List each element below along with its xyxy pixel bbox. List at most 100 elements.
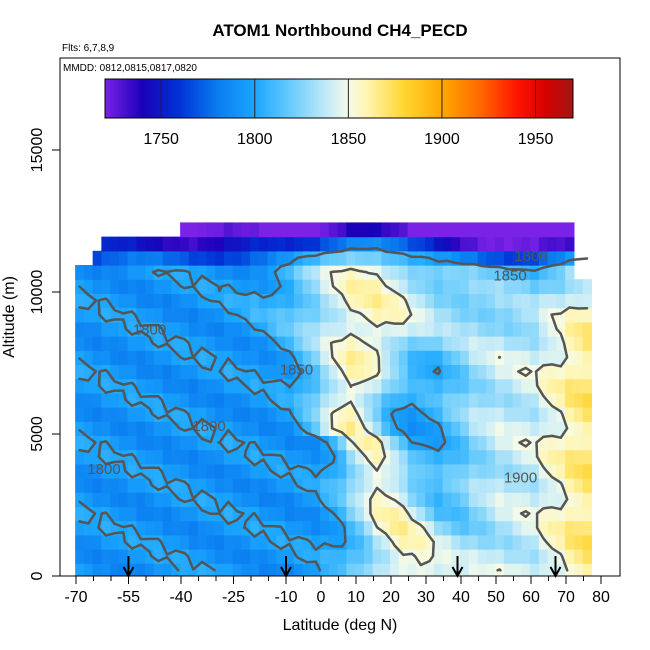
heatmap-cell [215,307,225,323]
heatmap-cell [136,250,146,266]
heatmap-cell [503,492,514,508]
heatmap-cell [582,520,592,536]
heatmap-cell [556,435,566,451]
heatmap-cell [215,449,225,465]
heatmap-cell [433,534,444,550]
heatmap-cell [565,563,575,576]
heatmap-cell [206,378,216,394]
heatmap-cell [573,421,584,437]
heatmap-cell [153,492,164,508]
heatmap-cell [293,421,304,437]
heatmap-cell [215,463,225,479]
heatmap-cell [293,307,304,323]
heatmap-cell [127,350,137,366]
heatmap-cell [145,250,155,266]
heatmap-cell [390,336,400,351]
heatmap-cell [573,307,584,323]
heatmap-cell [451,250,461,266]
heatmap-cell [573,492,584,508]
heatmap-cell [136,478,146,493]
heatmap-cell [521,350,531,366]
heatmap-cell [460,407,470,422]
heatmap-cell [442,321,452,337]
heatmap-cell [145,463,155,479]
heatmap-cell [250,407,260,422]
heatmap-cell [582,321,592,337]
heatmap-cell [521,222,531,238]
heatmap-cell [162,279,172,295]
heatmap-cell [241,435,251,451]
heatmap-cell [276,435,286,451]
heatmap-cell [328,336,339,351]
heatmap-cell [451,549,461,564]
heatmap-cell [241,293,251,309]
heatmap-cell [258,506,269,522]
colorbar-tick-label: 1950 [518,131,554,148]
heatmap-cell [582,307,592,323]
heatmap-cell [477,421,487,437]
heatmap-cell [503,463,514,479]
heatmap-cell [381,293,391,309]
heatmap-cell [311,336,321,351]
heatmap-cell [416,407,426,422]
heatmap-cell [398,336,409,351]
heatmap-cell [477,435,487,451]
heatmap-cell [75,364,85,380]
heatmap-cell [171,520,181,536]
heatmap-cell [547,279,557,295]
heatmap-cell [302,492,312,508]
heatmap-cell [425,350,435,366]
heatmap-cell [442,336,452,351]
heatmap-cell [232,250,242,266]
heatmap-cell [162,307,172,323]
heatmap-cell [110,421,120,437]
heatmap-cell [451,506,461,522]
heatmap-cell [538,478,549,493]
heatmap-cell [425,293,435,309]
heatmap-cell [145,421,155,437]
heatmap-cell [407,279,417,295]
heatmap-cell [477,520,487,536]
heatmap-cell [136,549,146,564]
heatmap-cell [311,407,321,422]
x-tick-label: -40 [169,589,192,606]
heatmap-cell [267,435,277,451]
heatmap-cell [267,364,277,380]
heatmap-cell [495,463,505,479]
heatmap-cell [460,492,470,508]
heatmap-cell [582,563,592,576]
heatmap-cell [267,563,277,576]
heatmap-cell [92,549,102,564]
heatmap-cell [311,392,321,408]
heatmap-cell [573,392,584,408]
heatmap-cell [468,222,479,238]
heatmap-cell [232,265,242,280]
heatmap-cell [311,449,321,465]
heatmap-cell [223,336,234,351]
heatmap-cell [276,378,286,394]
heatmap-cell [206,463,216,479]
heatmap-cell [232,293,242,309]
heatmap-cell [337,236,347,252]
heatmap-cell [486,435,496,451]
heatmap-cell [372,293,382,309]
heatmap-cell [197,336,207,351]
heatmap-cell [433,350,444,366]
heatmap-cell [390,364,400,380]
heatmap-cell [503,364,514,380]
heatmap-cell [127,307,137,323]
heatmap-cell [285,364,295,380]
heatmap-cell [495,492,505,508]
heatmap-cell [495,265,505,280]
heatmap-cell [547,492,557,508]
heatmap-cell [433,463,444,479]
heatmap-cell [75,563,85,576]
heatmap-cell [223,478,234,493]
heatmap-cell [398,478,409,493]
heatmap-cell [153,279,164,295]
heatmap-cell [267,506,277,522]
heatmap-cell [477,293,487,309]
heatmap-cell [573,478,584,493]
heatmap-cell [328,463,339,479]
heatmap-cell [363,463,374,479]
